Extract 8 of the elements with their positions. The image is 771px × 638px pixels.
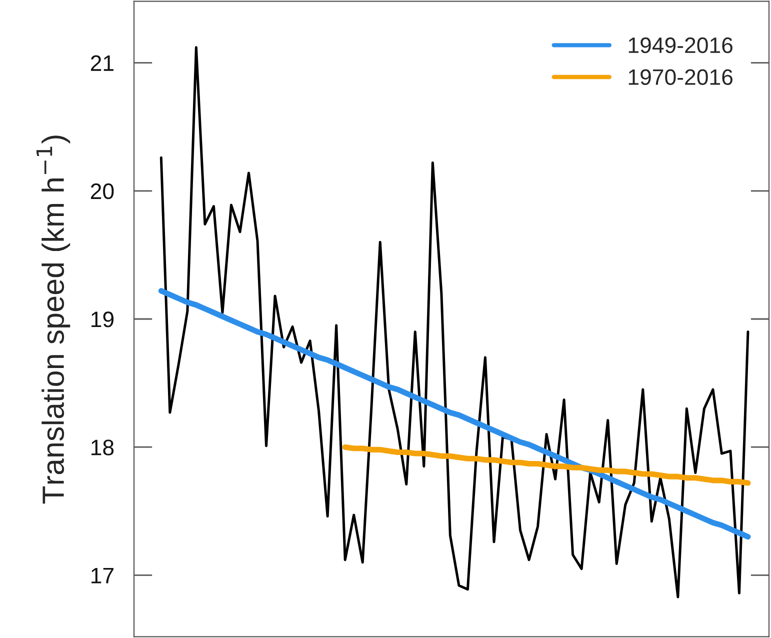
y-tick-label: 19 — [92, 312, 114, 328]
y-tick-label: 17 — [92, 568, 114, 584]
y-tick-label: 18 — [92, 440, 114, 456]
y-tick-label: 21 — [90, 55, 114, 71]
y-axis-title: Translation speed (km h$^{−1}$) — [36, 136, 70, 504]
legend-label: 1970-2016 — [628, 69, 732, 85]
y-tick-label: 20 — [90, 183, 114, 200]
legend-label: 1949-2016 — [628, 37, 732, 54]
